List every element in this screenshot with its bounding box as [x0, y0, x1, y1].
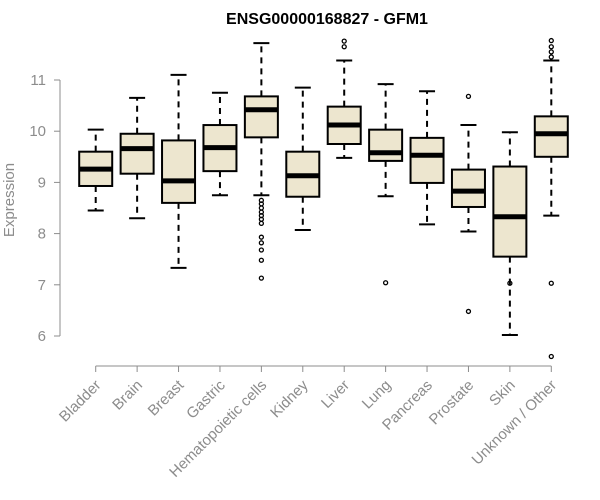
outlier-point — [548, 44, 554, 50]
y-tick-label: 6 — [38, 328, 46, 345]
box-group — [533, 37, 569, 360]
outlier-point — [507, 280, 513, 286]
x-tick-label: Lung — [359, 377, 395, 413]
iqr-box — [492, 165, 528, 258]
box-group — [326, 38, 362, 159]
y-axis: 6 7 8 9 10 11 — [29, 72, 61, 345]
box-group — [368, 83, 404, 286]
box-group — [450, 93, 486, 315]
outlier-point — [465, 308, 472, 315]
outlier-point — [258, 240, 265, 246]
outlier-point — [258, 220, 265, 227]
iqr-box — [409, 136, 445, 184]
box-group — [285, 86, 321, 232]
outlier-point — [258, 234, 265, 240]
iqr-box — [450, 168, 486, 208]
chart-title: ENSG00000168827 - GFM1 — [226, 11, 428, 28]
outlier-point — [258, 205, 265, 211]
x-tick-label: Prostate — [426, 377, 478, 429]
outlier-point — [258, 209, 265, 215]
plot-area — [78, 37, 569, 360]
x-tick-label: Kidney — [267, 376, 312, 421]
y-axis-label: Expression — [1, 163, 18, 237]
outlier-point — [382, 280, 389, 286]
iqr-box — [533, 115, 569, 158]
box-group — [161, 73, 197, 269]
box-group — [78, 128, 114, 212]
outlier-point — [341, 44, 347, 50]
outlier-point — [548, 353, 554, 360]
y-tick-label: 10 — [29, 123, 46, 140]
box-group — [243, 42, 279, 281]
box-group — [202, 91, 238, 197]
y-tick-label: 8 — [38, 226, 46, 243]
x-tick-label: Bladder — [56, 377, 105, 426]
x-tick-label: Skin — [486, 377, 519, 410]
outlier-point — [258, 257, 265, 263]
y-tick-label: 9 — [38, 174, 46, 191]
outlier-point — [258, 197, 265, 203]
iqr-box — [119, 132, 155, 175]
iqr-box — [368, 128, 404, 162]
x-tick-label: Brain — [109, 377, 146, 414]
y-tick-label: 7 — [38, 277, 46, 294]
outlier-point — [548, 37, 554, 44]
outlier-point — [341, 38, 347, 44]
outlier-point — [258, 247, 265, 253]
outlier-point — [548, 49, 554, 55]
outlier-point — [548, 54, 554, 60]
outlier-point — [465, 93, 472, 100]
outlier-point — [258, 275, 265, 281]
iqr-box — [161, 139, 197, 204]
y-tick-label: 11 — [30, 72, 46, 89]
outlier-point — [548, 280, 554, 286]
iqr-box — [243, 95, 279, 139]
box-group — [409, 90, 445, 226]
box-group — [492, 131, 528, 336]
x-tick-label: Breast — [145, 376, 188, 419]
box-group — [119, 96, 155, 220]
x-tick-label: Liver — [318, 377, 353, 412]
